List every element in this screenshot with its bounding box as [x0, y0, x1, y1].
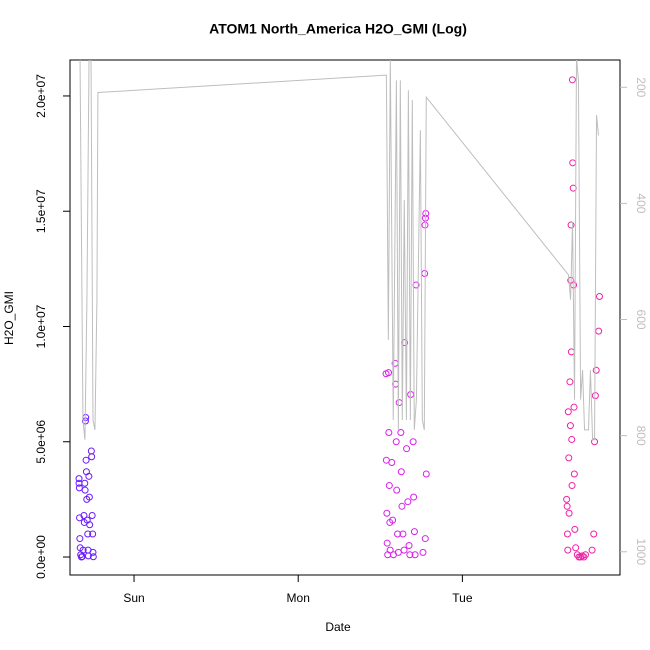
data-point	[569, 159, 577, 167]
data-point	[399, 530, 407, 538]
data-point	[75, 484, 83, 492]
y2-tick-label: 600	[634, 310, 648, 330]
data-point	[565, 509, 573, 517]
y-tick-label: 2.0e+07	[34, 74, 48, 118]
data-point	[563, 495, 571, 503]
data-point	[89, 548, 97, 556]
data-point	[81, 479, 89, 487]
chart-title: ATOM1 North_America H2O_GMI (Log)	[209, 21, 467, 37]
data-point	[406, 551, 414, 559]
data-point	[394, 530, 402, 538]
data-point	[84, 552, 92, 560]
data-point	[80, 512, 88, 520]
data-point	[82, 456, 90, 464]
data-point	[565, 454, 573, 462]
y-tick-label: 1.5e+07	[34, 189, 48, 233]
x-axis-label: Date	[325, 620, 351, 634]
data-point	[389, 516, 397, 524]
data-point	[385, 482, 393, 490]
data-point	[394, 548, 402, 556]
data-point	[81, 486, 89, 494]
data-point	[397, 468, 405, 476]
y-axis-label: H2O_GMI	[2, 291, 16, 345]
data-point	[385, 429, 393, 437]
data-point	[89, 530, 97, 538]
data-point	[571, 525, 579, 533]
data-point	[564, 408, 572, 416]
data-point	[568, 76, 576, 84]
data-point	[595, 293, 603, 301]
data-point	[383, 509, 391, 517]
data-point	[421, 535, 429, 543]
plot-frame	[69, 59, 621, 576]
data-point	[393, 486, 401, 494]
data-point	[421, 221, 429, 229]
data-point	[588, 546, 596, 554]
y-tick-label: 5.0e+06	[34, 420, 48, 464]
data-point	[570, 470, 578, 478]
data-point	[385, 369, 393, 377]
data-point	[392, 438, 400, 446]
data-point	[590, 530, 598, 538]
y2-tick-label: 200	[634, 77, 648, 97]
data-point	[568, 435, 576, 443]
data-point	[591, 392, 599, 400]
y2-tick-label: 800	[634, 426, 648, 446]
data-point	[405, 541, 413, 549]
data-point	[421, 269, 429, 277]
y2-tick-label: 400	[634, 193, 648, 213]
data-point	[85, 472, 93, 480]
data-point	[404, 498, 412, 506]
data-point	[567, 221, 575, 229]
data-point	[79, 546, 87, 554]
data-point	[86, 521, 94, 529]
data-point	[89, 553, 97, 561]
y-tick-label: 0.0e+00	[34, 535, 48, 579]
data-point	[568, 482, 576, 490]
data-point	[85, 493, 93, 501]
data-point	[383, 539, 391, 547]
plot-area	[75, 60, 603, 561]
data-point	[563, 530, 571, 538]
data-point	[410, 528, 418, 536]
data-point	[422, 470, 430, 478]
data-point	[411, 551, 419, 559]
data-point	[88, 453, 96, 461]
data-point	[84, 530, 92, 538]
data-point	[87, 447, 95, 455]
x-tick-label: Tue	[452, 591, 473, 605]
x-tick-label: Mon	[287, 591, 310, 605]
data-point	[572, 544, 580, 552]
data-point	[595, 327, 603, 335]
data-point	[388, 459, 396, 467]
data-point	[398, 502, 406, 510]
data-point	[564, 546, 572, 554]
data-line	[79, 60, 599, 441]
data-point	[419, 548, 427, 556]
data-point	[566, 378, 574, 386]
data-point	[76, 535, 84, 543]
data-point	[578, 552, 586, 560]
x-tick-label: Sun	[123, 591, 144, 605]
data-point	[386, 546, 394, 554]
data-point	[400, 546, 408, 554]
data-point	[397, 429, 405, 437]
y2-tick-label: 1000	[634, 538, 648, 565]
data-point	[563, 502, 571, 510]
data-point	[88, 512, 96, 520]
data-point	[410, 493, 418, 501]
data-point	[566, 422, 574, 430]
y-tick-label: 1.0e+07	[34, 304, 48, 348]
data-point	[582, 551, 590, 559]
data-point	[592, 366, 600, 374]
data-point	[395, 399, 403, 407]
data-point	[403, 445, 411, 453]
data-point	[409, 438, 417, 446]
data-point	[75, 475, 83, 483]
data-point	[570, 403, 578, 411]
